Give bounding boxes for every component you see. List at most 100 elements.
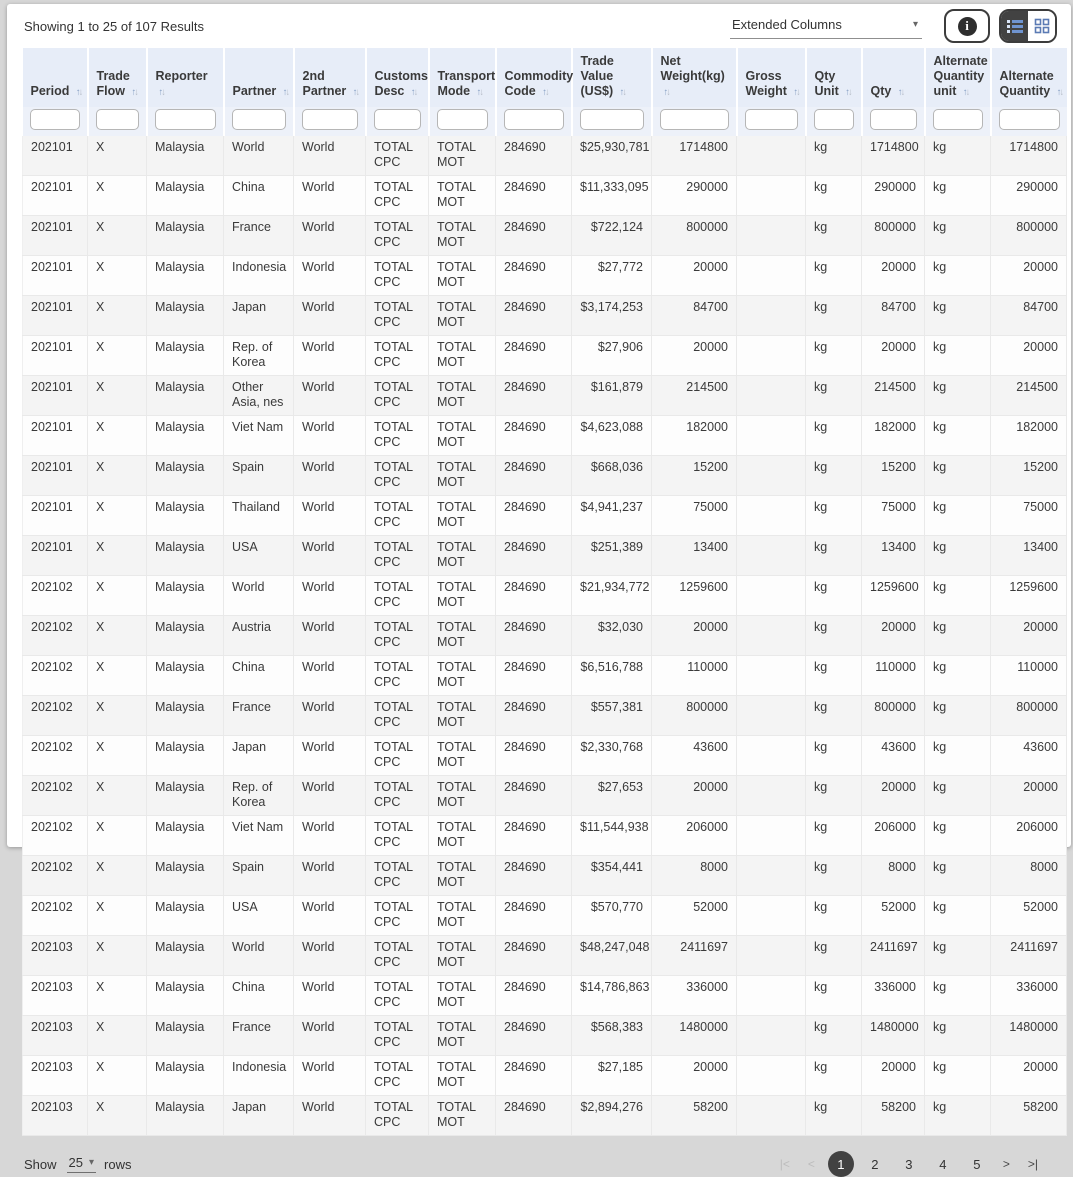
cell-trade-flow: X (87, 855, 147, 896)
cell-alt-qty: 290000 (990, 175, 1067, 216)
table-row: 202103 X Malaysia Indonesia World TOTAL CPC TO… (22, 1055, 1067, 1096)
list-view-button[interactable] (1001, 11, 1028, 41)
columns-mode-select[interactable]: Extended Columns ▾ (730, 13, 922, 39)
cell-2nd-partner: World (293, 1095, 366, 1136)
cell-2nd-partner: World (293, 455, 366, 496)
cell-commodity-code: 284690 (495, 136, 572, 176)
column-label: Gross Weight (745, 69, 787, 98)
cell-period: 202101 (22, 215, 88, 256)
cell-net-weight: 800000 (651, 695, 737, 736)
cell-commodity-code: 284690 (495, 295, 572, 336)
page-button-1[interactable]: 1 (827, 1151, 854, 1177)
cell-trade-value: $570,770 (571, 895, 652, 936)
column-header-reporter[interactable]: Reporter ↑↓ (146, 48, 225, 107)
filter-input-alt-qty[interactable] (998, 109, 1060, 130)
filter-input-trade-value[interactable] (579, 109, 644, 130)
filter-input-customs-desc[interactable] (373, 109, 421, 130)
column-header-period[interactable]: Period ↑↓ (22, 48, 89, 107)
cell-net-weight: 1480000 (651, 1015, 737, 1056)
cell-trade-flow: X (87, 695, 147, 736)
cell-alt-qty-unit: kg (924, 855, 991, 896)
cell-partner: France (223, 695, 294, 736)
page-button-5[interactable]: 5 (964, 1151, 990, 1177)
filter-input-net-weight[interactable] (659, 109, 729, 130)
first-page-button[interactable]: |< (779, 1157, 790, 1171)
page-button-3[interactable]: 3 (896, 1151, 922, 1177)
next-page-button[interactable]: > (1002, 1157, 1010, 1171)
column-header-customs-desc[interactable]: Customs Desc ↑↓ (365, 48, 430, 107)
info-button[interactable]: i (944, 9, 990, 43)
column-header-trade-value[interactable]: Trade Value (US$) ↑↓ (571, 48, 653, 107)
cell-trade-flow: X (87, 1055, 147, 1096)
cell-partner: Indonesia (223, 1055, 294, 1096)
prev-page-button[interactable]: < (807, 1157, 815, 1171)
cell-2nd-partner: World (293, 655, 366, 696)
cell-customs-desc: TOTAL CPC (365, 1095, 429, 1136)
filter-input-qty[interactable] (869, 109, 917, 130)
cell-period: 202102 (22, 735, 88, 776)
cell-gross-weight (736, 735, 806, 776)
rows-label: rows (104, 1156, 132, 1172)
page-button-2[interactable]: 2 (862, 1151, 888, 1177)
last-page-button[interactable]: >| (1027, 1157, 1038, 1171)
cell-commodity-code: 284690 (495, 615, 572, 656)
cell-qty-unit: kg (805, 375, 862, 416)
filter-input-gross-weight[interactable] (744, 109, 798, 130)
grid-view-button[interactable] (1028, 11, 1055, 41)
table-row: 202102 X Malaysia Viet Nam World TOTAL CPC TOT… (22, 815, 1067, 856)
cell-alt-qty: 75000 (990, 495, 1067, 536)
cell-qty-unit: kg (805, 1095, 862, 1136)
column-header-2nd-partner[interactable]: 2nd Partner ↑↓ (293, 48, 367, 107)
column-header-alt-qty-unit[interactable]: Alternate Quantity unit ↑↓ (924, 48, 992, 107)
page-button-4[interactable]: 4 (930, 1151, 956, 1177)
cell-net-weight: 182000 (651, 415, 737, 456)
filter-input-alt-qty-unit[interactable] (932, 109, 983, 130)
cell-period: 202103 (22, 1095, 88, 1136)
cell-customs-desc: TOTAL CPC (365, 895, 429, 936)
column-header-trade-flow[interactable]: Trade Flow ↑↓ (87, 48, 148, 107)
cell-qty-unit: kg (805, 575, 862, 616)
cell-alt-qty: 15200 (990, 455, 1067, 496)
cell-gross-weight (736, 655, 806, 696)
column-header-alt-qty[interactable]: Alternate Quantity ↑↓ (990, 48, 1067, 107)
cell-gross-weight (736, 295, 806, 336)
rows-per-page: Show 25 ▾ rows (24, 1155, 131, 1173)
cell-reporter: Malaysia (146, 1095, 224, 1136)
column-label: Alternate Quantity (999, 69, 1054, 98)
filter-input-transport-mode[interactable] (436, 109, 488, 130)
cell-trade-flow: X (87, 1095, 147, 1136)
cell-qty-unit: kg (805, 815, 862, 856)
filter-input-commodity-code[interactable] (503, 109, 564, 130)
rows-per-page-select[interactable]: 25 ▾ (66, 1155, 97, 1173)
filter-input-reporter[interactable] (154, 109, 216, 130)
filter-input-2nd-partner[interactable] (301, 109, 358, 130)
column-header-transport-mode[interactable]: Transport Mode ↑↓ (428, 48, 497, 107)
column-header-net-weight[interactable]: Net Weight(kg) ↑↓ (651, 48, 738, 107)
column-header-qty[interactable]: Qty ↑↓ (861, 48, 926, 107)
cell-qty: 1714800 (861, 136, 925, 176)
column-header-commodity-code[interactable]: Commodity Code ↑↓ (495, 48, 573, 107)
cell-qty-unit: kg (805, 535, 862, 576)
cell-commodity-code: 284690 (495, 575, 572, 616)
filter-input-qty-unit[interactable] (813, 109, 854, 130)
filter-input-trade-flow[interactable] (95, 109, 139, 130)
table-row: 202101 X Malaysia Thailand World TOTAL CPC TOT… (22, 495, 1067, 536)
cell-customs-desc: TOTAL CPC (365, 375, 429, 416)
cell-gross-weight (736, 255, 806, 296)
column-header-gross-weight[interactable]: Gross Weight ↑↓ (736, 48, 807, 107)
filter-input-partner[interactable] (231, 109, 286, 130)
filter-input-period[interactable] (29, 109, 80, 130)
cell-transport-mode: TOTAL MOT (428, 136, 496, 176)
column-header-partner[interactable]: Partner ↑↓ (223, 48, 295, 107)
cell-partner: World (223, 935, 294, 976)
column-header-qty-unit[interactable]: Qty Unit ↑↓ (805, 48, 863, 107)
list-view-icon (1006, 19, 1023, 33)
cell-net-weight: 1259600 (651, 575, 737, 616)
cell-net-weight: 58200 (651, 1095, 737, 1136)
cell-qty-unit: kg (805, 136, 862, 176)
cell-gross-weight (736, 495, 806, 536)
cell-2nd-partner: World (293, 1055, 366, 1096)
toolbar: Showing 1 to 25 of 107 Results Extended … (7, 4, 1071, 48)
cell-partner: Japan (223, 1095, 294, 1136)
